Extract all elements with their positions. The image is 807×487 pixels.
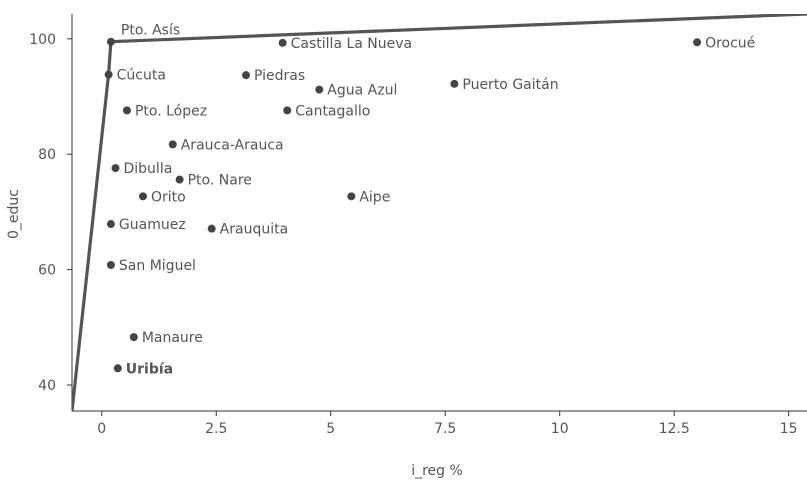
point-label: Pto. López [135,103,207,119]
point-label: Pto. Asís [121,23,180,39]
point-label: Uribía [126,361,173,377]
data-point [693,38,702,47]
labels-layer: Pto. Asís Castilla La Nueva Orocué Cúcuta Pi… [117,23,756,378]
point-label: Dibulla [124,161,173,177]
x-tick-label: 7.5 [434,421,456,437]
data-point [122,106,131,115]
point-label: San Miguel [119,258,196,274]
point-label: Piedras [254,68,305,84]
data-point [113,364,122,373]
y-axis: 40 60 80 100 [29,14,73,411]
data-point [106,220,115,229]
x-tick-label: 10 [551,421,569,437]
point-label: Castilla La Nueva [291,36,413,52]
data-point [283,106,292,115]
y-tick-label: 60 [38,263,56,279]
data-point [347,192,356,201]
data-point [129,333,138,342]
point-label: Arauca-Arauca [181,137,284,153]
data-point [106,37,115,46]
point-label: Pto. Nare [188,173,252,189]
point-label: Cúcuta [117,68,166,84]
point-label: Manaure [142,330,203,346]
point-label: Arauquita [220,222,289,238]
point-label: Orito [151,189,186,205]
data-point [168,140,177,149]
data-point [104,70,113,79]
x-tick-label: 2.5 [205,421,227,437]
y-axis-title: 0_educ [6,189,22,239]
data-point [315,85,324,94]
data-point [450,79,459,88]
data-point [111,164,120,173]
point-label: Orocué [705,35,755,51]
x-axis: 0 2.5 5 7.5 10 12.5 15 [72,410,807,437]
frontier-line [72,14,807,411]
x-tick-label: 5 [326,421,335,437]
data-point [106,261,115,270]
data-point [278,38,287,47]
x-tick-label: 0 [97,421,106,437]
x-tick-label: 15 [780,421,798,437]
data-point [175,175,184,184]
y-tick-label: 80 [38,147,56,163]
data-point [242,71,251,80]
y-tick-label: 40 [38,378,56,394]
point-label: Guamuez [119,217,186,233]
point-label: Agua Azul [327,83,397,99]
y-tick-label: 100 [29,32,56,48]
data-point [207,224,216,233]
x-axis-title: i_reg % [411,463,463,479]
data-point [138,192,147,201]
x-tick-label: 12.5 [659,421,690,437]
point-label: Puerto Gaitán [462,77,558,93]
points-layer [104,37,702,373]
point-label: Cantagallo [295,103,370,119]
frontier-layer [72,14,807,411]
point-label: Aipe [359,189,390,205]
